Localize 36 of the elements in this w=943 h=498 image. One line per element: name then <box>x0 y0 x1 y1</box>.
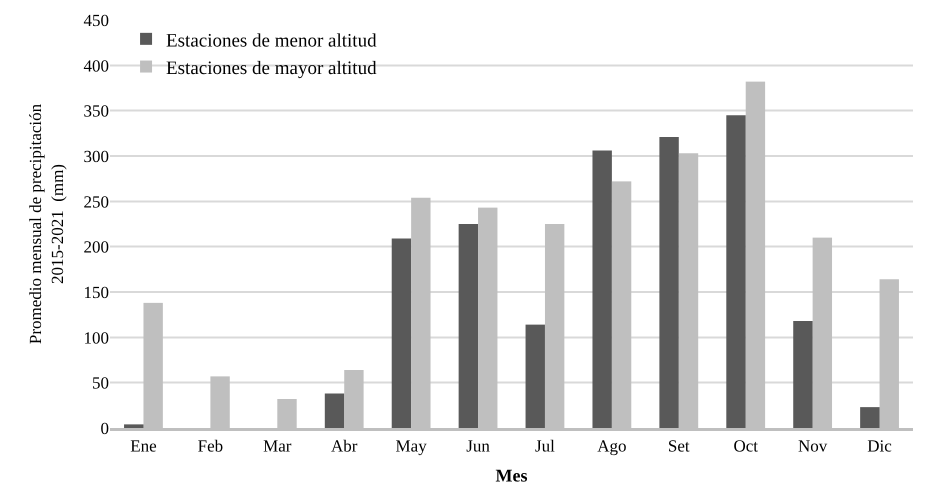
x-tick-label: Jul <box>535 436 556 456</box>
x-tick-label: Abr <box>330 436 358 456</box>
y-tick-label: 200 <box>84 238 109 257</box>
y-tick-label: 50 <box>92 374 109 393</box>
x-tick-label: Dic <box>867 436 892 456</box>
x-tick-label: May <box>396 436 428 456</box>
bar <box>860 407 880 428</box>
x-tick-label: Nov <box>798 436 828 456</box>
y-tick-label: 0 <box>100 418 109 438</box>
bar <box>592 150 612 428</box>
y-axis-title: Promedio mensual de precipitación 2015-2021 (mm) <box>26 103 68 344</box>
x-tick-label: Ago <box>597 436 627 456</box>
y-tick-label: 100 <box>84 328 109 348</box>
bar <box>659 136 679 428</box>
y-tick-label: 250 <box>84 192 109 212</box>
x-tick-label: Feb <box>198 436 224 456</box>
x-tick-label: Oct <box>733 436 758 456</box>
bar <box>526 324 545 428</box>
bar <box>124 424 144 428</box>
bar <box>392 238 412 428</box>
x-tick-label: Mar <box>263 436 292 456</box>
x-tick-label: Jun <box>466 436 490 456</box>
x-axis-title: Mes <box>496 466 528 486</box>
legend-label: Estaciones de mayor altitud <box>166 58 378 79</box>
y-tick-label: 450 <box>84 10 109 30</box>
bar <box>793 321 813 428</box>
legend-label: Estaciones de menor altitud <box>166 30 378 52</box>
bar <box>458 224 478 428</box>
y-tick-label: 400 <box>84 56 109 76</box>
y-tick-label: 150 <box>84 282 109 302</box>
x-tick-label: Ene <box>130 436 157 456</box>
bar <box>324 394 344 428</box>
x-tick-label: Set <box>668 436 690 456</box>
y-tick-label: 350 <box>84 102 109 121</box>
y-tick-label: 300 <box>84 146 109 166</box>
bar <box>726 115 746 428</box>
